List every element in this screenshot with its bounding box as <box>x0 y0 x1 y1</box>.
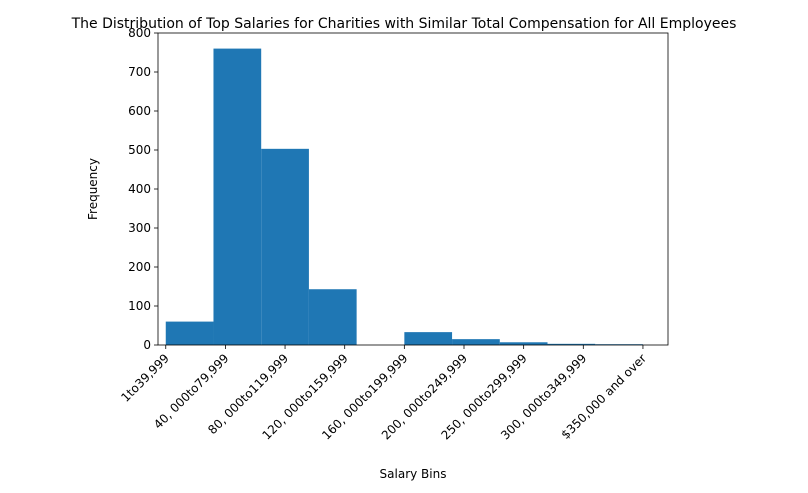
bar <box>165 321 214 345</box>
bar <box>499 342 548 345</box>
y-tick-label: 100 <box>128 299 151 313</box>
y-tick-label: 700 <box>128 65 151 79</box>
y-tick-label: 0 <box>143 338 151 352</box>
bar <box>404 332 453 345</box>
y-tick-label: 600 <box>128 104 151 118</box>
y-tick-label: 300 <box>128 221 151 235</box>
y-tick-label: 800 <box>128 26 151 40</box>
y-axis-label: Frequency <box>86 158 100 220</box>
bar <box>308 289 357 345</box>
y-tick-label: 500 <box>128 143 151 157</box>
x-tick-label: 1to39,999 <box>118 351 172 405</box>
chart-title: The Distribution of Top Salaries for Cha… <box>71 16 737 32</box>
bar <box>213 48 262 345</box>
x-axis-label: Salary Bins <box>380 467 447 481</box>
bar <box>547 343 596 345</box>
bar <box>452 339 500 345</box>
bar <box>261 148 309 345</box>
y-tick-label: 400 <box>128 182 151 196</box>
y-tick-label: 200 <box>128 260 151 274</box>
